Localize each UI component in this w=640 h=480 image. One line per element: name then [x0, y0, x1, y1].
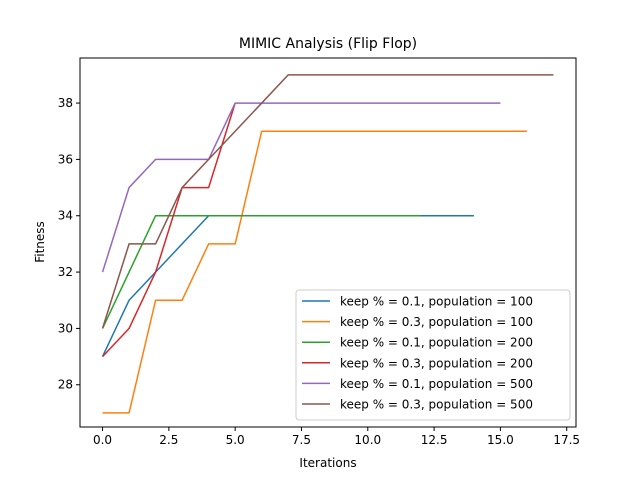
chart-title: MIMIC Analysis (Flip Flop) — [239, 36, 417, 52]
y-tick-label: 38 — [58, 96, 73, 110]
series-line-5 — [101, 102, 501, 273]
y-axis-label: Fitness — [33, 221, 47, 263]
y-tick-label: 32 — [58, 265, 73, 279]
x-tick-label: 15.0 — [487, 433, 514, 447]
series-layer — [101, 74, 554, 414]
legend-entry: keep % = 0.3, population = 100 — [340, 315, 533, 329]
x-tick-label: 5.0 — [226, 433, 245, 447]
series-line-4 — [102, 102, 236, 358]
series-line-6 — [101, 74, 554, 329]
x-tick-label: 7.5 — [292, 433, 311, 447]
y-axis: 28 30 32 34 36 38 — [58, 96, 80, 392]
y-tick-label: 28 — [58, 378, 73, 392]
series-line-2 — [102, 130, 527, 414]
y-tick-label: 36 — [58, 152, 73, 166]
x-tick-label: 12.5 — [421, 433, 448, 447]
x-axis-label: Iterations — [299, 456, 356, 470]
y-tick-label: 34 — [58, 209, 73, 223]
legend-entry: keep % = 0.1, population = 500 — [340, 377, 533, 391]
legend-entry: keep % = 0.1, population = 200 — [340, 336, 533, 350]
plot-frame — [79, 57, 577, 428]
x-tick-label: 0.0 — [93, 433, 112, 447]
x-tick-label: 10.0 — [354, 433, 381, 447]
series-line-3 — [101, 214, 421, 329]
y-tick-label: 30 — [58, 321, 73, 335]
legend-entry: keep % = 0.3, population = 200 — [340, 356, 533, 370]
x-tick-label: 2.5 — [159, 433, 178, 447]
legend: keep % = 0.1, population = 100 keep % = 0… — [295, 289, 571, 421]
legend-entry: keep % = 0.3, population = 500 — [340, 398, 533, 412]
legend-box — [295, 289, 571, 421]
x-axis: 0.0 2.5 5.0 7.5 10.0 12.5 15.0 17.5 — [93, 427, 580, 447]
x-tick-label: 17.5 — [553, 433, 580, 447]
legend-entry: keep % = 0.1, population = 100 — [340, 295, 533, 309]
